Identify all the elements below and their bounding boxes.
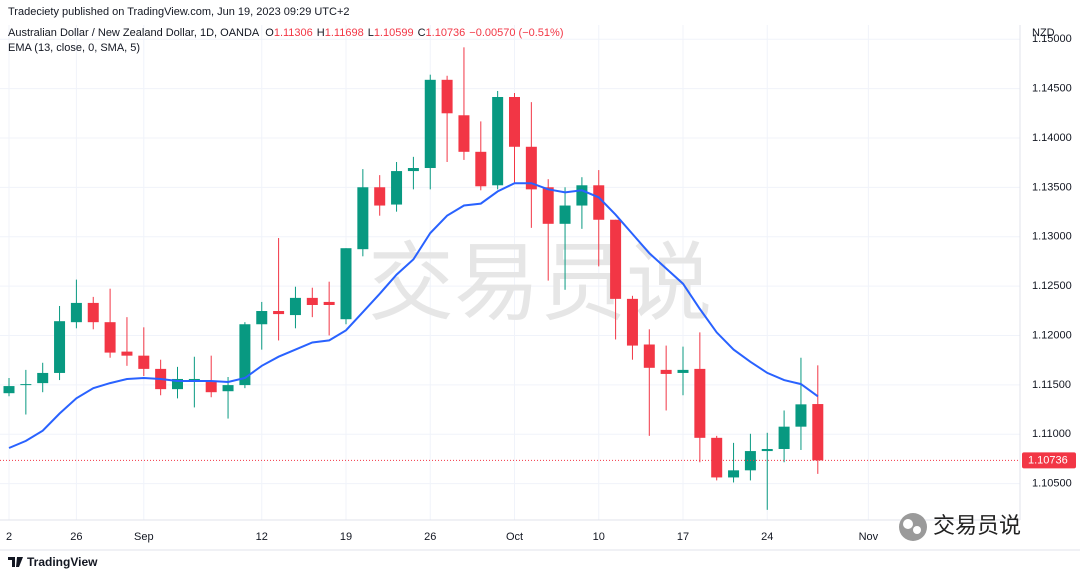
ohlc-prefix: O: [265, 27, 274, 39]
candle-body: [458, 115, 470, 152]
y-tick-label: 1.12000: [1032, 329, 1072, 341]
change-label: −0.00570 (−0.51%): [469, 27, 563, 39]
symbol-legend: Australian Dollar / New Zealand Dollar, …: [8, 27, 563, 39]
candle-body: [172, 378, 183, 390]
social-label: 交易员说: [933, 513, 1021, 538]
watermark: 交易员说: [368, 236, 712, 332]
candle-body: [391, 171, 403, 205]
last-price-label: 1.10736: [1028, 454, 1068, 466]
candle-body: [525, 146, 537, 190]
x-tick-label: Sep: [134, 531, 154, 543]
candle-body: [357, 187, 369, 250]
y-tick-label: 1.14500: [1032, 83, 1072, 95]
candle-body: [593, 185, 605, 220]
candle-body: [20, 384, 32, 386]
candle-body: [761, 448, 773, 452]
candle-body: [728, 470, 740, 478]
candle-body: [677, 369, 689, 373]
x-tick-label: 26: [70, 531, 82, 543]
candle-body: [643, 344, 655, 368]
ohlc-value: 1.11306: [274, 27, 313, 39]
candle-body: [441, 79, 453, 114]
x-tick-label: 19: [340, 531, 352, 543]
x-tick-label: 12: [256, 531, 268, 543]
candle-body: [289, 297, 301, 316]
candle-body: [407, 168, 419, 172]
y-tick-label: 1.15000: [1032, 33, 1072, 45]
candle-body: [795, 404, 807, 427]
candle-body: [374, 187, 386, 206]
candle-body: [205, 382, 217, 393]
x-tick-label: 26: [424, 531, 436, 543]
plot: [0, 47, 1020, 510]
social-badge: 交易员说: [899, 513, 1021, 541]
y-tick-label: 1.12500: [1032, 280, 1072, 292]
x-tick-label: 2: [6, 531, 12, 543]
candle-body: [542, 187, 554, 224]
y-tick-label: 1.14000: [1032, 132, 1072, 144]
last-price-tag: [1022, 452, 1076, 469]
candle-body: [660, 369, 672, 374]
tradingview-logo: TradingView: [8, 555, 98, 569]
ohlc-value: 1.11698: [325, 27, 364, 39]
y-tick-label: 1.10500: [1032, 478, 1072, 490]
candle-body: [37, 372, 49, 384]
candle-body: [323, 301, 335, 305]
candle-body: [559, 205, 571, 224]
y-tick-label: 1.11500: [1032, 379, 1071, 391]
x-tick-label: 17: [677, 531, 689, 543]
ema-line: [8, 182, 819, 449]
ohlc-value: 1.10736: [426, 27, 466, 39]
x-tick-label: Oct: [506, 531, 523, 543]
candle-body: [70, 302, 82, 323]
candle-body: [306, 297, 318, 305]
candle-body: [509, 96, 520, 147]
y-tick-label: 1.13000: [1032, 231, 1072, 243]
social-icon-bubble: [913, 526, 921, 534]
y-tick-label: 1.11000: [1032, 428, 1071, 440]
publish-header: Tradeciety published on TradingView.com,…: [8, 6, 350, 18]
ohlc-prefix: C: [418, 27, 426, 39]
candle-body: [711, 437, 723, 478]
social-icon: [899, 513, 927, 541]
candle-body: [812, 404, 824, 461]
candle-body: [222, 385, 234, 392]
ohlc-prefix: L: [368, 27, 374, 39]
ema-legend: EMA (13, close, 0, SMA, 5): [8, 42, 140, 54]
candle-body: [576, 185, 588, 206]
candle-body: [273, 311, 285, 315]
candle-body: [239, 324, 251, 386]
candle-body: [778, 426, 790, 449]
candle-body: [610, 219, 622, 299]
candle-body: [121, 351, 133, 356]
y-tick-label: 1.13500: [1032, 181, 1072, 193]
symbol-title: Australian Dollar / New Zealand Dollar, …: [8, 27, 260, 39]
x-tick-label: Nov: [859, 531, 879, 543]
x-tick-label: 24: [761, 531, 773, 543]
currency-label: NZD: [1032, 27, 1055, 39]
candle-body: [694, 368, 706, 438]
candle-body: [104, 322, 116, 353]
candle-body: [3, 386, 15, 394]
x-tick-label: 10: [593, 531, 605, 543]
candle-body: [87, 302, 99, 323]
candle-body: [54, 321, 66, 373]
candle-body: [138, 355, 150, 369]
logo-text: TradingView: [27, 555, 98, 569]
candle-body: [424, 79, 436, 169]
social-icon-bubble: [903, 519, 913, 529]
candle-body: [256, 311, 268, 325]
candle-body: [492, 96, 504, 186]
candle-body: [626, 298, 638, 346]
ohlc-prefix: H: [317, 27, 325, 39]
ohlc-value: 1.10599: [374, 27, 414, 39]
axes: 1.10500 1.11000 1.11500 1.12000 1.12500 1.130…: [6, 33, 1076, 543]
logo-icon: [8, 557, 23, 567]
candle-body: [475, 151, 487, 187]
candle-body: [340, 248, 352, 320]
